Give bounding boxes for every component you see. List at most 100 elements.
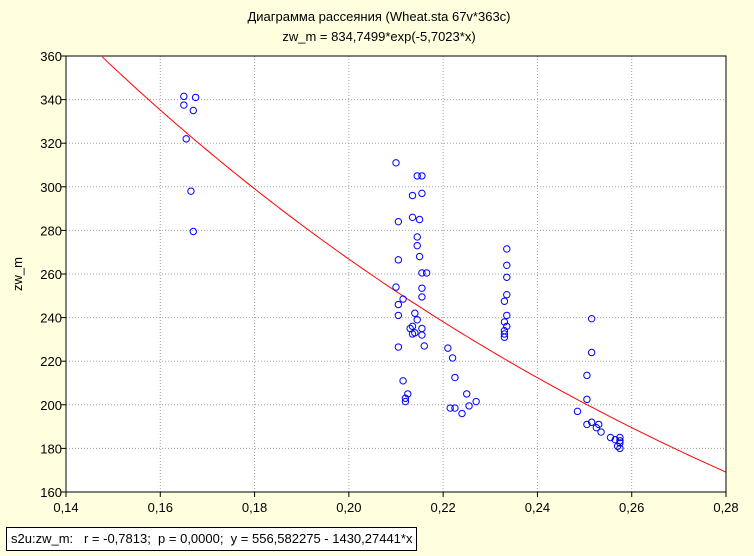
data-point <box>583 420 591 429</box>
data-point <box>420 342 428 350</box>
y-axis-label: zw_m <box>10 257 25 291</box>
data-point <box>394 256 403 264</box>
data-point <box>394 217 403 226</box>
data-point <box>448 354 457 362</box>
x-tick-label: 0,20 <box>336 500 361 515</box>
y-tick-label: 160 <box>40 485 62 500</box>
data-point <box>408 213 417 222</box>
fit-curve-group <box>101 56 727 473</box>
data-point <box>583 371 591 380</box>
data-point <box>500 330 509 338</box>
data-point <box>597 428 605 436</box>
data-point <box>392 159 400 167</box>
data-point <box>418 284 426 292</box>
data-point <box>616 444 624 453</box>
data-point <box>191 93 200 102</box>
gridlines <box>66 56 726 492</box>
y-tick-labels: 160 180 200 220 240 260 280 300 320 340 360 <box>40 49 62 500</box>
x-tick-label: 0,16 <box>148 500 173 515</box>
data-point <box>189 227 197 236</box>
data-point <box>187 187 195 195</box>
data-point <box>418 189 426 198</box>
data-point <box>399 377 407 385</box>
x-tick-label: 0,14 <box>53 500 78 515</box>
x-tick-labels: 0,14 0,16 0,18 0,20 0,22 0,24 0,26 0,28 <box>53 500 738 515</box>
data-point <box>418 269 426 277</box>
data-point <box>465 402 473 410</box>
x-tick-label: 0,24 <box>525 500 550 515</box>
data-point <box>616 433 624 442</box>
data-point <box>500 297 509 305</box>
data-point <box>392 283 400 291</box>
data-point <box>613 442 622 450</box>
data-point <box>606 433 615 442</box>
y-tick-label: 280 <box>40 223 62 238</box>
data-point <box>463 390 471 398</box>
data-point <box>503 245 511 253</box>
y-tick-label: 340 <box>40 93 62 108</box>
data-point <box>587 418 596 426</box>
data-point <box>472 397 480 406</box>
data-point <box>451 404 459 412</box>
data-point <box>573 407 582 416</box>
data-point <box>503 261 511 269</box>
axis-ticks <box>61 55 727 497</box>
data-point <box>408 191 417 200</box>
data-point <box>418 293 426 301</box>
data-point <box>413 241 421 250</box>
data-point <box>408 322 417 331</box>
data-point <box>394 343 403 351</box>
data-point <box>399 295 407 303</box>
chart-title: Диаграмма рассеяния (Wheat.sta 67v*363c) <box>247 9 510 24</box>
data-point <box>189 106 197 115</box>
data-point <box>408 330 417 338</box>
y-tick-label: 180 <box>40 441 62 456</box>
data-point <box>180 92 188 101</box>
y-tick-label: 360 <box>40 49 62 64</box>
data-point <box>500 318 509 326</box>
data-point <box>503 273 511 281</box>
data-point <box>415 252 424 261</box>
data-point <box>404 390 412 398</box>
y-tick-label: 300 <box>40 180 62 195</box>
data-point <box>503 311 511 320</box>
y-tick-label: 200 <box>40 398 62 413</box>
data-point <box>394 300 403 309</box>
data-point <box>422 269 431 277</box>
x-tick-label: 0,28 <box>713 500 738 515</box>
fit-curve <box>101 56 727 473</box>
x-tick-label: 0,26 <box>619 500 644 515</box>
chart-subtitle: zw_m = 834,7499*exp(-5,7023*x) <box>282 29 475 44</box>
data-point <box>394 311 403 320</box>
x-tick-label: 0,18 <box>242 500 267 515</box>
y-tick-label: 260 <box>40 267 62 282</box>
data-point <box>180 101 188 109</box>
data-point <box>182 135 190 143</box>
data-point <box>413 172 421 180</box>
y-tick-label: 240 <box>40 311 62 326</box>
data-point <box>503 291 511 299</box>
data-point <box>446 404 454 412</box>
data-point <box>411 309 419 317</box>
data-point <box>458 409 466 418</box>
data-point <box>500 333 509 341</box>
data-point <box>451 373 459 382</box>
data-point <box>415 215 424 224</box>
y-tick-label: 320 <box>40 136 62 151</box>
x-tick-label: 0,22 <box>430 500 455 515</box>
data-point <box>587 314 596 323</box>
data-point <box>418 331 426 339</box>
data-point <box>418 172 426 180</box>
data-point <box>503 322 511 331</box>
data-point <box>583 395 591 404</box>
data-point <box>413 233 421 241</box>
data-point <box>592 423 601 432</box>
data-point <box>413 316 421 324</box>
data-points <box>180 92 624 453</box>
data-point <box>401 394 410 402</box>
data-point <box>444 344 452 352</box>
data-point <box>401 397 410 406</box>
regression-summary: s2u:zw_m: r = -0,7813; p = 0,0000; y = 5… <box>6 527 418 551</box>
data-point <box>587 348 596 357</box>
